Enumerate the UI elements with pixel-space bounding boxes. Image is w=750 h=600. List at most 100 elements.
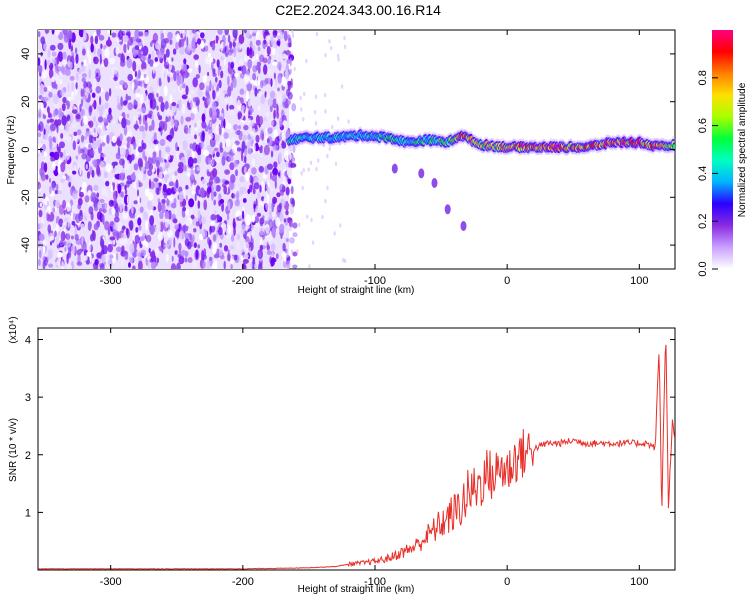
noise-speck xyxy=(290,249,294,254)
noise-speck xyxy=(299,95,302,101)
noise-speck xyxy=(336,116,340,121)
noise-blob xyxy=(190,89,195,95)
noise-blob xyxy=(288,160,293,169)
noise-speck xyxy=(308,264,311,269)
noise-speck xyxy=(309,160,313,165)
noise-blob xyxy=(76,129,82,136)
noise-blob xyxy=(90,43,94,53)
heatmap-y-tick-label: 20 xyxy=(20,96,32,108)
noise-blob xyxy=(154,145,159,152)
noise-blob xyxy=(137,69,141,80)
noise-blob xyxy=(119,60,123,67)
noise-blob xyxy=(225,120,229,125)
noise-blob xyxy=(60,178,66,183)
noise-blob xyxy=(82,48,86,56)
noise-blob xyxy=(96,165,101,176)
noise-blob xyxy=(104,171,108,179)
noise-blob xyxy=(143,31,149,37)
noise-blob xyxy=(247,59,253,69)
noise-blob xyxy=(103,57,109,68)
noise-blob xyxy=(126,119,131,126)
colorbar-tick-label: 0.8 xyxy=(697,70,709,85)
noise-blob xyxy=(292,251,298,257)
noise-blob xyxy=(126,131,132,139)
noise-blob xyxy=(230,61,235,69)
noise-blob xyxy=(142,79,145,86)
noise-speck xyxy=(302,168,305,173)
noise-blob xyxy=(195,221,200,227)
noise-blob xyxy=(142,131,146,140)
noise-blob xyxy=(170,263,177,269)
noise-blob xyxy=(93,142,97,150)
noise-blob xyxy=(187,257,193,263)
noise-blob xyxy=(192,234,195,243)
noise-blob xyxy=(124,184,127,191)
noise-blob xyxy=(43,162,48,173)
noise-blob xyxy=(232,56,237,63)
noise-blob xyxy=(83,59,87,67)
noise-blob xyxy=(111,135,117,143)
noise-blob xyxy=(253,204,256,213)
noise-blob xyxy=(114,216,120,223)
noise-blob xyxy=(208,52,211,58)
noise-blob xyxy=(175,151,179,160)
tail-blob xyxy=(418,168,425,179)
noise-blob xyxy=(187,68,193,73)
noise-blob xyxy=(58,108,63,119)
colorbar-ticks: 0.0 0.2 0.4 0.6 0.8 xyxy=(697,70,718,277)
noise-speck xyxy=(310,217,313,223)
noise-blob xyxy=(192,182,195,191)
noise-blob xyxy=(282,259,287,269)
noise-blob xyxy=(154,247,160,255)
noise-blob xyxy=(160,157,164,163)
noise-blob xyxy=(266,244,270,251)
noise-speck xyxy=(347,119,350,124)
noise-blob xyxy=(238,58,244,66)
noise-blob xyxy=(140,166,145,172)
noise-blob xyxy=(81,134,84,143)
noise-blob xyxy=(252,188,256,195)
noise-blob xyxy=(132,142,137,150)
noise-blob xyxy=(137,217,142,226)
noise-blob xyxy=(65,69,71,76)
noise-blob xyxy=(43,43,47,51)
noise-blob xyxy=(267,58,271,65)
noise-blob xyxy=(236,147,242,152)
noise-blob xyxy=(172,48,177,55)
noise-blob xyxy=(75,113,81,120)
noise-blob xyxy=(79,103,82,112)
noise-blob xyxy=(51,76,56,83)
noise-blob xyxy=(218,193,222,200)
noise-blob xyxy=(206,186,212,194)
noise-blob xyxy=(184,208,190,216)
noise-blob xyxy=(127,39,130,51)
noise-blob xyxy=(91,103,97,108)
noise-blob xyxy=(105,163,112,173)
noise-blob xyxy=(236,233,240,241)
noise-blob xyxy=(260,94,266,105)
noise-blob xyxy=(263,144,270,156)
noise-blob xyxy=(186,36,189,47)
noise-blob xyxy=(263,116,267,122)
noise-blob xyxy=(225,122,232,130)
noise-blob xyxy=(38,249,42,259)
noise-blob xyxy=(258,262,263,269)
noise-blob xyxy=(161,67,164,78)
noise-blob xyxy=(221,113,224,118)
noise-blob xyxy=(166,199,170,205)
noise-blob xyxy=(53,110,56,118)
noise-blob xyxy=(233,46,237,58)
noise-blob xyxy=(259,184,262,193)
noise-speck xyxy=(331,125,334,130)
noise-blob xyxy=(87,121,92,126)
noise-speck xyxy=(291,30,294,35)
noise-blob xyxy=(230,264,233,269)
noise-blob xyxy=(102,117,108,123)
noise-blob xyxy=(127,73,133,82)
noise-blob xyxy=(88,144,92,149)
noise-blob xyxy=(171,105,177,113)
heatmap-x-tick-label: -100 xyxy=(364,275,386,287)
noise-speck xyxy=(313,110,317,115)
snr-y-tick-label: 1 xyxy=(25,507,31,519)
